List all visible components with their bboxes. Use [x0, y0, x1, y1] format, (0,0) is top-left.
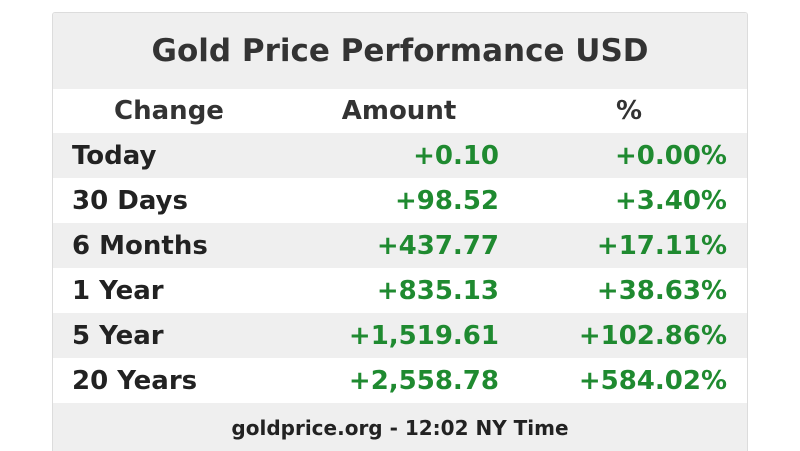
table-row: 20 Years +2,558.78 +584.02%: [53, 358, 747, 403]
header-row: Change Amount%: [53, 89, 747, 133]
table-row: 30 Days +98.52 +3.40%: [53, 178, 747, 223]
performance-card: Gold Price Performance USD Change Amount%…: [52, 12, 748, 451]
amount: +98.52: [394, 185, 499, 216]
row-label: 6 Months: [72, 230, 208, 261]
row-label: 20 Years: [72, 365, 198, 396]
amount: +2,558.78: [348, 365, 499, 396]
row-label: 1 Year: [72, 275, 164, 306]
title: Gold Price Performance USD: [53, 13, 747, 89]
row-label: 5 Year: [72, 320, 164, 351]
row-label: Today: [72, 140, 157, 171]
column-header: %: [615, 96, 643, 126]
table-row: Today +0.10 +0.00%: [53, 133, 747, 178]
percent: +584.02%: [578, 365, 727, 396]
footer: goldprice.org - 12:02 NY Time: [53, 403, 747, 451]
amount: +0.10: [413, 140, 499, 171]
table-row: 5 Year +1,519.61 +102.86%: [53, 313, 747, 358]
percent: +0.00%: [615, 140, 727, 171]
percent: +3.40%: [615, 185, 727, 216]
percent: +102.86%: [578, 320, 727, 351]
row-label: 30 Days: [72, 185, 188, 216]
table-row: 6 Months +437.77 +17.11%: [53, 223, 747, 268]
percent: +38.63%: [596, 275, 727, 306]
amount: +437.77: [376, 230, 499, 261]
amount: +1,519.61: [348, 320, 499, 351]
amount: +835.13: [376, 275, 499, 306]
table-row: 1 Year +835.13 +38.63%: [53, 268, 747, 313]
column-header: Change: [114, 96, 224, 126]
percent: +17.11%: [596, 230, 727, 261]
column-header: Amount: [341, 96, 457, 126]
